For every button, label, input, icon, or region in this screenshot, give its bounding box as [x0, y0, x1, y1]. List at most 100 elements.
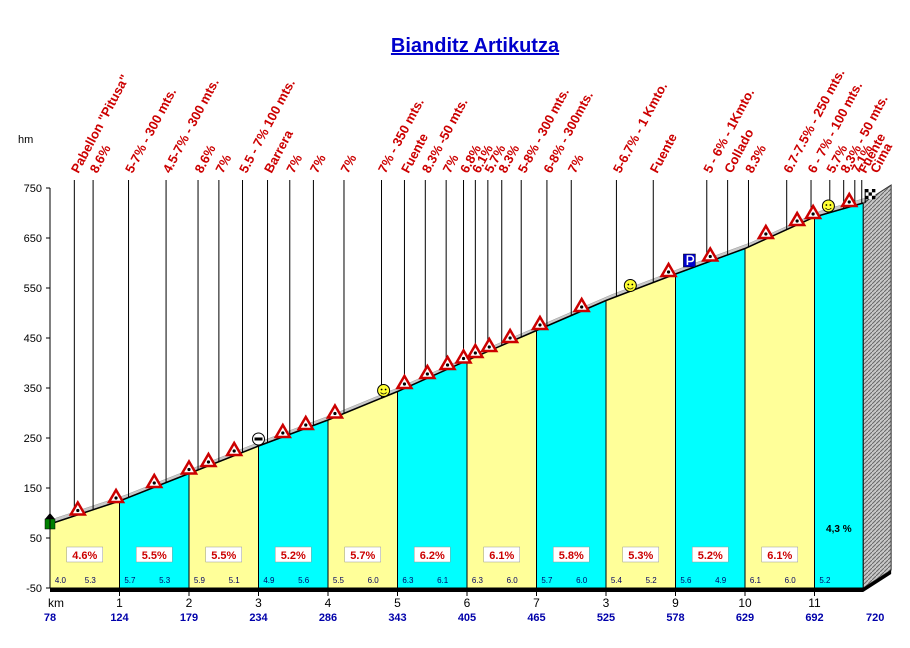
steep-warning-icon [296, 414, 315, 431]
segment-gradient-box [483, 546, 520, 563]
annotation-label: 7% [212, 151, 234, 175]
steep-warning-dot [114, 496, 118, 500]
finish-flag-icon [871, 192, 876, 196]
steep-warning-icon [572, 296, 591, 313]
steep-warning-dot [333, 411, 337, 416]
sub-gradient-label: 6.0 [785, 576, 797, 585]
annotation-label: Fuente [647, 131, 680, 176]
steep-warning-dot [508, 336, 512, 340]
altitude-label: 343 [388, 612, 406, 624]
finish-flag-icon [865, 192, 869, 196]
segment-gradient-label: 4.6% [72, 550, 97, 562]
y-tick-label: 550 [24, 283, 42, 295]
steep-warning-icon [756, 223, 776, 240]
altitude-label: 720 [866, 612, 884, 624]
sub-gradient-label: 5.2 [646, 576, 658, 585]
fountain-icon-eye [380, 388, 383, 391]
segment-gradient-label: 6.1% [767, 550, 792, 562]
fountain-icon-mouth [380, 392, 387, 395]
segment-gradient-label: 5.8% [559, 550, 584, 562]
sub-gradient-label: 6.0 [507, 576, 519, 585]
steep-warning-dot [152, 481, 156, 485]
steep-warning-icon [68, 500, 87, 516]
steep-warning-dot [281, 431, 285, 435]
segment-gradient-label: 5.7% [350, 550, 375, 562]
y-tick-label: 450 [24, 333, 42, 345]
steep-warning-dot [708, 254, 712, 259]
segment-gradient-label: 4,3 % [826, 524, 852, 535]
segment-gradient-box [136, 546, 173, 563]
finish-flag-icon [871, 195, 876, 200]
steep-warning-dot [666, 270, 671, 274]
sub-gradient-label: 6.1 [437, 576, 449, 585]
segment-gradient-label: 5.3% [628, 550, 653, 562]
annotation-label: 7% [337, 151, 359, 175]
y-tick-label: 650 [24, 233, 42, 245]
steep-warning-icon [418, 363, 437, 380]
x-tick-label: 3 [603, 596, 610, 610]
y-tick-label: 150 [24, 483, 42, 495]
segment-gradient-label: 5.5% [142, 550, 167, 562]
sub-gradient-label: 5.6 [298, 576, 310, 585]
steep-warning-icon [659, 261, 678, 278]
steep-warning-icon [106, 487, 126, 504]
steep-warning-dot [473, 351, 477, 355]
steep-warning-icon [701, 246, 720, 262]
x-tick-label: 1 [116, 596, 123, 610]
sub-gradient-label: 5.3 [85, 576, 97, 585]
sub-gradient-label: 5.6 [680, 576, 692, 585]
sub-gradient-label: 6.1 [750, 576, 762, 585]
fountain-icon-eye [631, 283, 634, 286]
fountain-icon [821, 199, 835, 213]
steep-warning-dot [847, 200, 851, 204]
annotation-label: 7% [307, 151, 329, 175]
annotation-label: 7% [565, 151, 587, 175]
fountain-icon-eye [829, 204, 832, 206]
chart-title: Bianditz Artikutza [391, 35, 560, 57]
segment-gradient-label: 6.2% [420, 550, 445, 562]
x-tick-label: 5 [394, 596, 401, 610]
barrier-icon-bar [254, 437, 263, 441]
finish-flag-icon [868, 192, 872, 196]
altitude-label: 525 [597, 612, 615, 624]
x-tick-label: 6 [464, 596, 471, 610]
steep-warning-icon [466, 342, 485, 359]
y-tick-label: -50 [26, 583, 42, 595]
steep-warning-dot [487, 345, 491, 349]
steep-warning-icon [325, 403, 345, 419]
steep-warning-icon [803, 203, 823, 220]
finish-flag-icon [868, 189, 872, 193]
altitude-label: 578 [666, 612, 684, 624]
altitude-label: 234 [249, 612, 268, 624]
fountain-icon [377, 384, 391, 397]
segment-gradient-label: 5.5% [211, 550, 236, 562]
steep-warning-icon [530, 314, 550, 331]
fountain-icon-mouth [627, 287, 634, 290]
altitude-label: 286 [319, 612, 337, 624]
steep-warning-icon [179, 459, 199, 475]
finish-flag-icon [865, 195, 869, 200]
altitude-label: 405 [458, 612, 476, 624]
y-tick-label: 250 [24, 433, 42, 445]
parking-icon-letter [686, 255, 695, 265]
steep-warning-icon [199, 451, 218, 468]
y-tick-label: 50 [30, 533, 42, 545]
annotation-label: 7% [283, 151, 305, 175]
altitude-label: 465 [527, 612, 545, 624]
steep-warning-icon [438, 354, 457, 371]
steep-warning-icon [454, 348, 473, 364]
y-tick-label: 350 [24, 383, 42, 395]
steep-warning-dot [538, 323, 542, 327]
sub-gradient-label: 5.7 [124, 576, 136, 585]
steep-warning-icon [480, 336, 499, 353]
steep-warning-icon [273, 422, 293, 439]
sub-gradient-label: 6.3 [402, 576, 414, 585]
sub-gradient-label: 6.0 [576, 576, 588, 585]
sub-gradient-label: 5.1 [229, 576, 241, 585]
segment-gradient-box [622, 546, 659, 563]
segment-gradient-box [761, 546, 798, 563]
sub-gradient-label: 4.9 [263, 576, 275, 585]
steep-warning-dot [402, 382, 407, 386]
